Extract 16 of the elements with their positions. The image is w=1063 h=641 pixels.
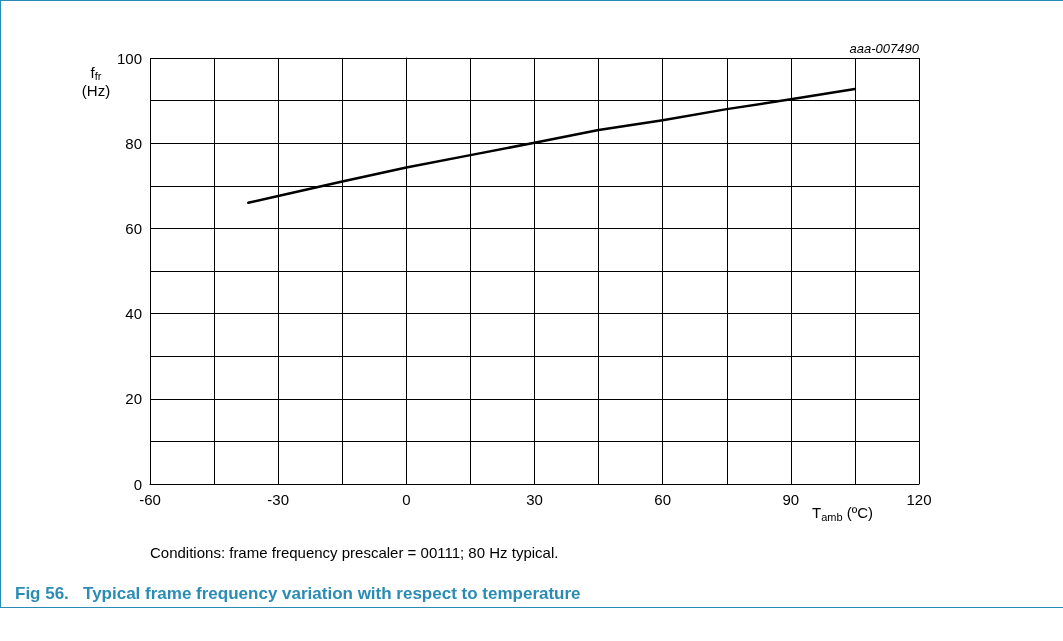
x-tick-label: -60 (139, 491, 161, 508)
x-tick-label: 60 (654, 491, 672, 508)
y-tick-label: 20 (125, 390, 142, 408)
y-tick-label: 80 (125, 134, 142, 152)
x-tick-label: 90 (782, 491, 800, 508)
text: aaa-007490 (849, 40, 920, 56)
x-tick-label: 120 (906, 491, 932, 508)
y-tick-label: 40 (125, 305, 142, 323)
y-tick-label: 60 (125, 219, 142, 237)
y-tick-label: 100 (116, 49, 142, 67)
x-tick-label: 0 (402, 491, 411, 508)
text: Conditions: frame frequency prescaler = 00111; 80 Hz typical. (150, 543, 559, 561)
y-tick-label: 0 (133, 475, 142, 493)
x-tick-label: -30 (267, 491, 290, 508)
x-tick-label: 30 (526, 491, 543, 508)
text: Fig 56. Typical frame frequency variation with respect to temperature (15, 584, 581, 603)
